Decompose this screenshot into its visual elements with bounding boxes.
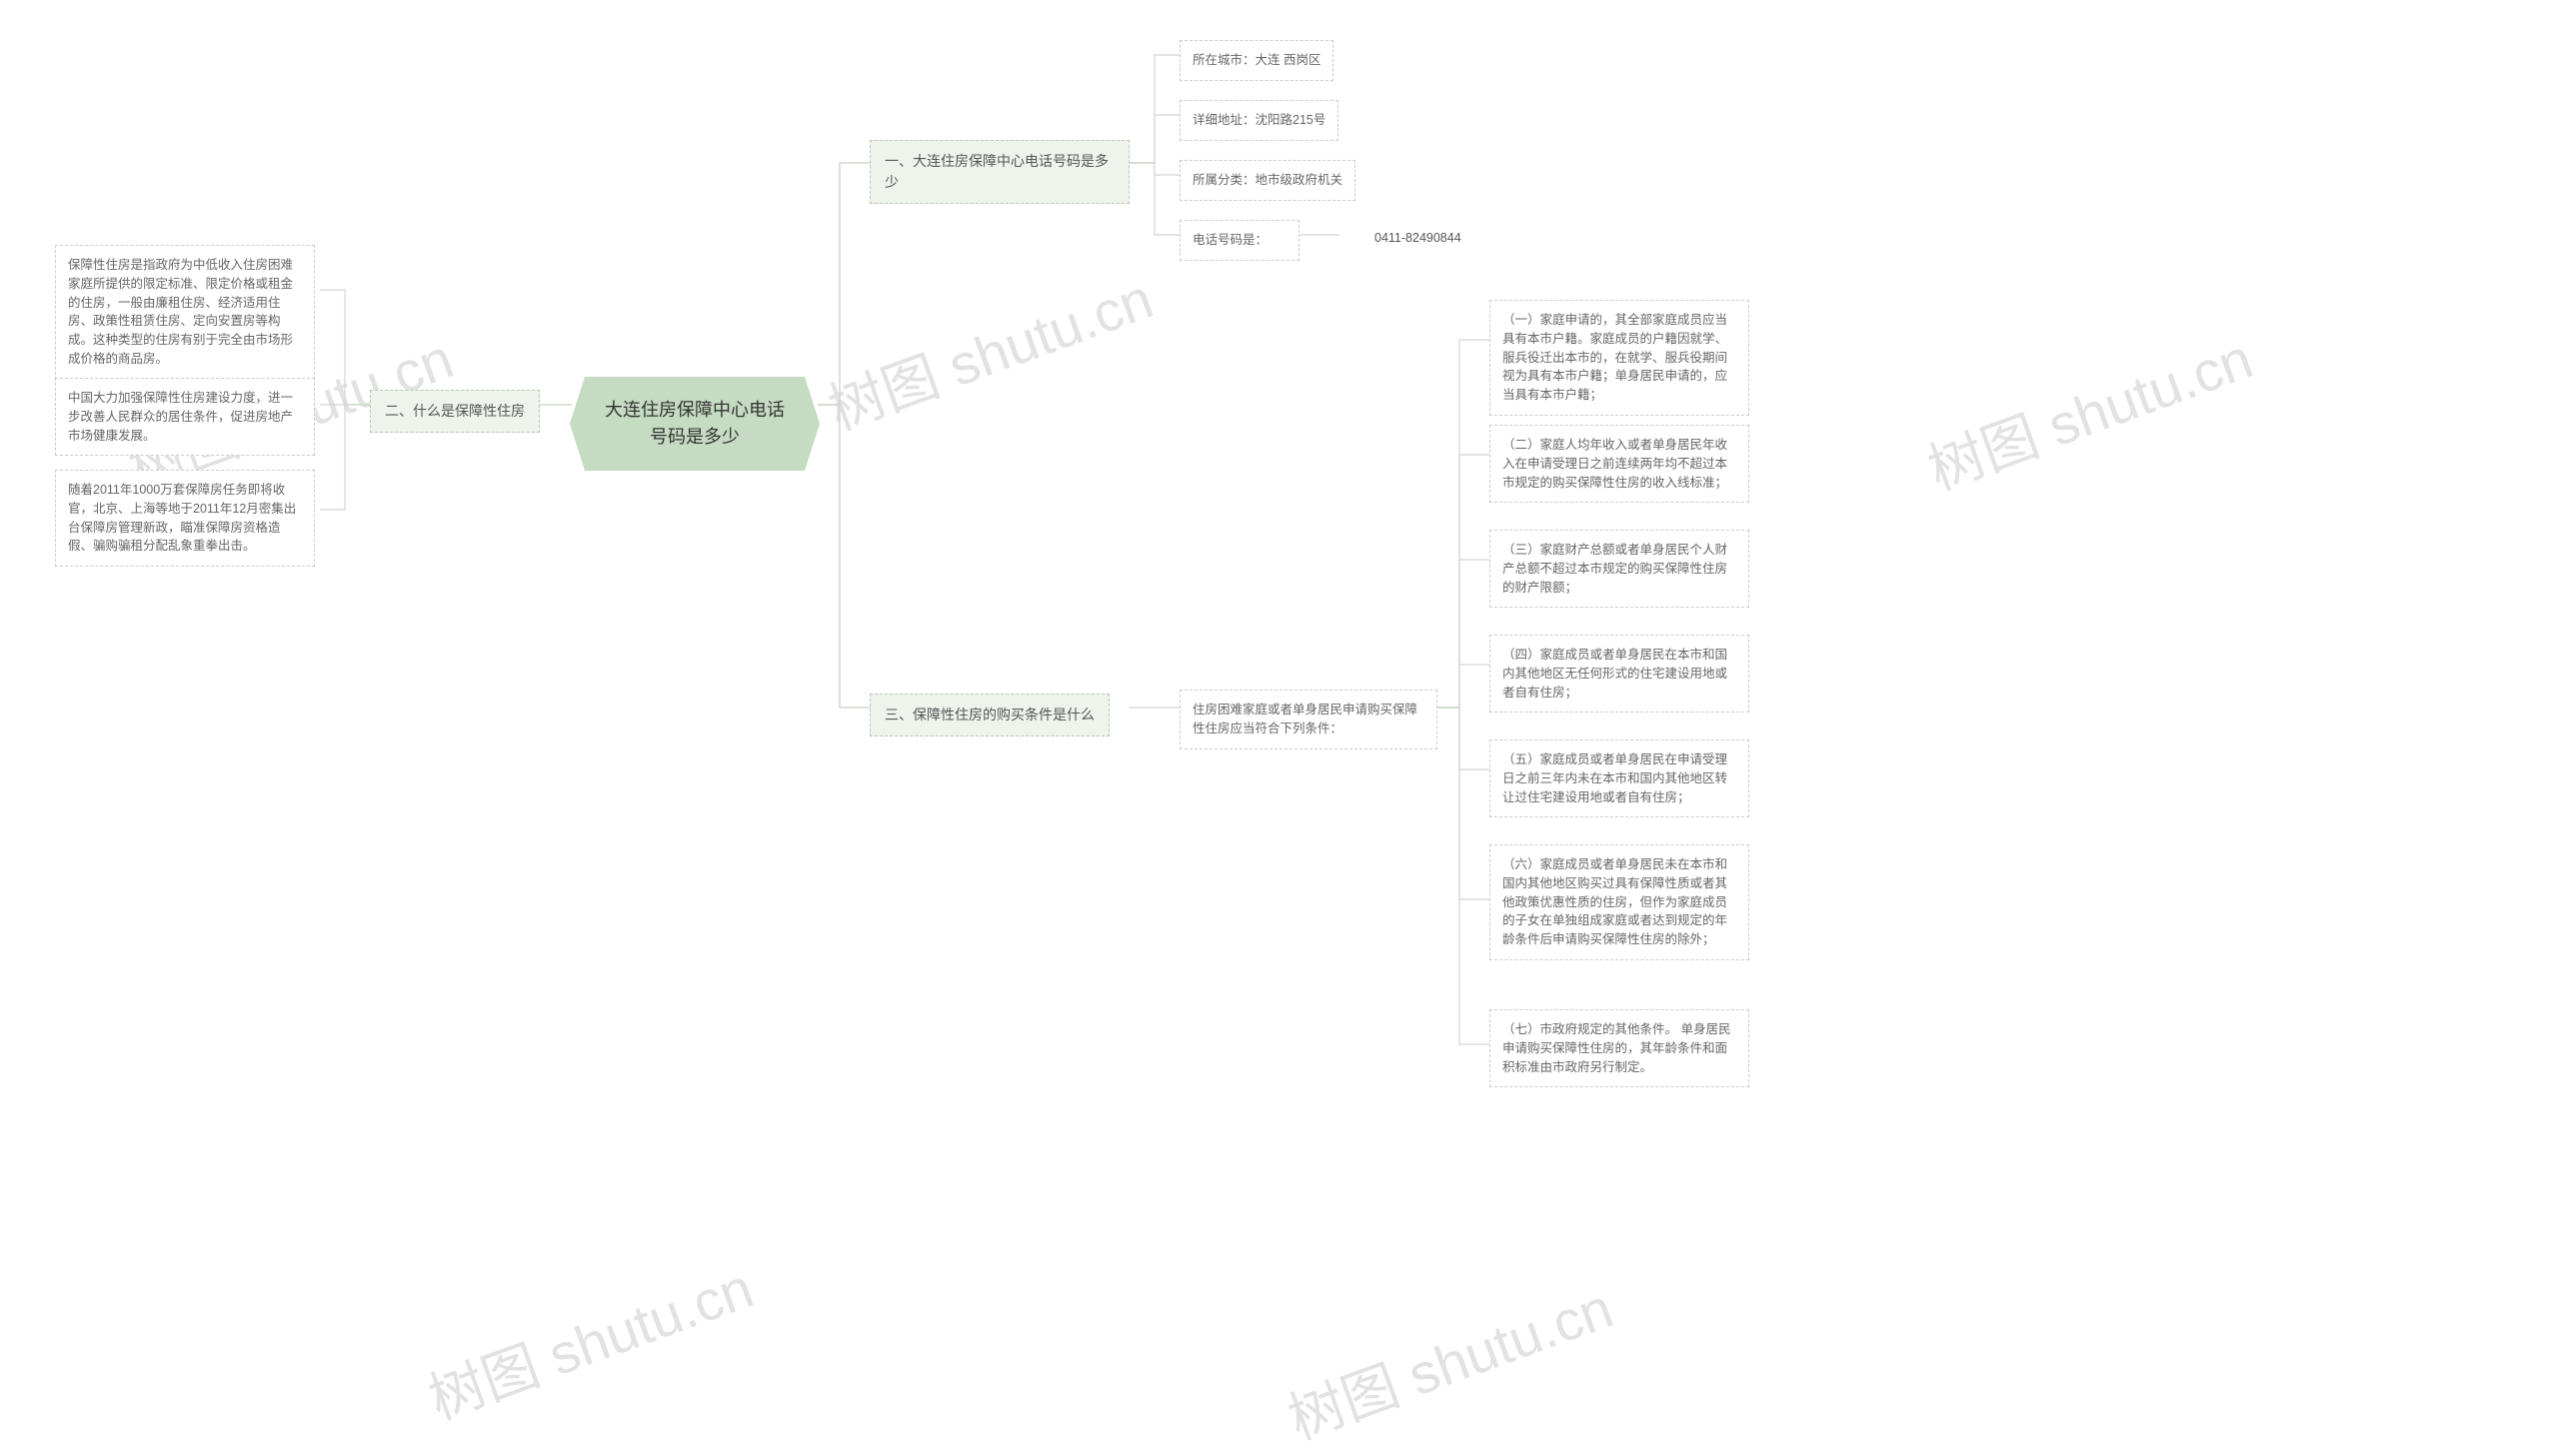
leaf-b3-c2: （二）家庭人均年收入或者单身居民年收入在申请受理日之前连续两年均不超过本市规定的… xyxy=(1489,425,1749,503)
branch-2: 二、什么是保障性住房 xyxy=(370,390,540,433)
leaf-b3-c3: （三）家庭财产总额或者单身居民个人财产总额不超过本市规定的购买保障性住房的财产限… xyxy=(1489,530,1749,608)
leaf-b3-c5: （五）家庭成员或者单身居民在申请受理日之前三年内未在本市和国内其他地区转让过住宅… xyxy=(1489,739,1749,817)
leaf-b2-p3: 随着2011年1000万套保障房任务即将收官，北京、上海等地于2011年12月密… xyxy=(55,470,315,567)
leaf-category: 所属分类：地市级政府机关 xyxy=(1180,160,1355,201)
leaf-phone-value: 0411-82490844 xyxy=(1344,228,1461,248)
watermark: 树图 shutu.cn xyxy=(1276,1263,1622,1455)
leaf-phone-label: 电话号码是： xyxy=(1180,220,1299,261)
watermark: 树图 shutu.cn xyxy=(416,1243,763,1435)
leaf-b2-p2: 中国大力加强保障性住房建设力度，进一步改善人民群众的居住条件，促进房地产市场健康… xyxy=(55,378,315,456)
leaf-b3-c1: （一）家庭申请的，其全部家庭成员应当具有本市户籍。家庭成员的户籍因就学、服兵役迁… xyxy=(1489,300,1749,416)
leaf-city: 所在城市：大连 西岗区 xyxy=(1180,40,1333,81)
leaf-b3-c4: （四）家庭成员或者单身居民在本市和国内其他地区无任何形式的住宅建设用地或者自有住… xyxy=(1489,635,1749,713)
branch-3: 三、保障性住房的购买条件是什么 xyxy=(870,694,1110,736)
branch-1: 一、大连住房保障中心电话号码是多少 xyxy=(870,140,1130,204)
phone-number: 0411-82490844 xyxy=(1344,229,1461,248)
leaf-b2-p1: 保障性住房是指政府为中低收入住房困难家庭所提供的限定标准、限定价格或租金的住房，… xyxy=(55,245,315,380)
center-node: 大连住房保障中心电话号码是多少 xyxy=(570,377,820,471)
leaf-address: 详细地址：沈阳路215号 xyxy=(1180,100,1338,141)
leaf-b3-c6: （六）家庭成员或者单身居民未在本市和国内其他地区购买过具有保障性质或者其他政策优… xyxy=(1489,844,1749,960)
watermark: 树图 shutu.cn xyxy=(1915,314,2262,506)
watermark: 树图 shutu.cn xyxy=(816,254,1163,446)
leaf-b3-mid: 住房困难家庭或者单身居民申请购买保障性住房应当符合下列条件： xyxy=(1180,690,1437,749)
leaf-b3-c7: （七）市政府规定的其他条件。 单身居民申请购买保障性住房的，其年龄条件和面积标准… xyxy=(1489,1009,1749,1087)
